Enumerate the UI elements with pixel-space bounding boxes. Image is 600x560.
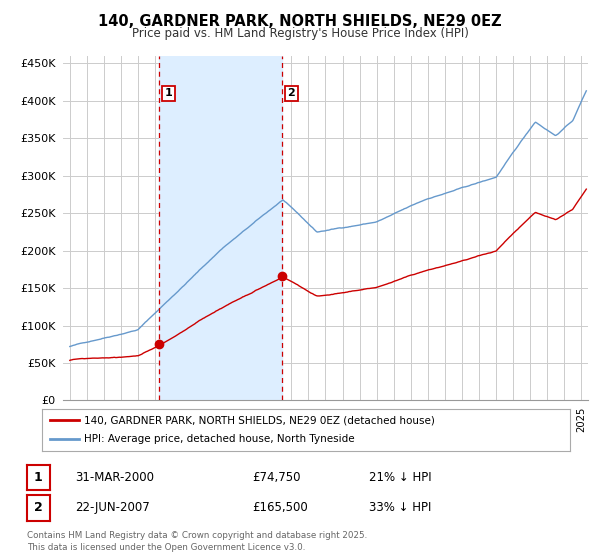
- Text: 1: 1: [164, 88, 172, 99]
- Text: Price paid vs. HM Land Registry's House Price Index (HPI): Price paid vs. HM Land Registry's House …: [131, 27, 469, 40]
- Bar: [160, 56, 283, 400]
- Text: 140, GARDNER PARK, NORTH SHIELDS, NE29 0EZ: 140, GARDNER PARK, NORTH SHIELDS, NE29 0…: [98, 14, 502, 29]
- Text: 31-MAR-2000: 31-MAR-2000: [75, 470, 154, 484]
- Text: 33% ↓ HPI: 33% ↓ HPI: [369, 501, 431, 515]
- Text: Contains HM Land Registry data © Crown copyright and database right 2025.
This d: Contains HM Land Registry data © Crown c…: [27, 531, 367, 552]
- Text: HPI: Average price, detached house, North Tyneside: HPI: Average price, detached house, Nort…: [84, 435, 355, 445]
- Text: 1: 1: [34, 470, 43, 484]
- Text: £165,500: £165,500: [252, 501, 308, 515]
- Text: 2: 2: [287, 88, 295, 99]
- Text: £74,750: £74,750: [252, 470, 301, 484]
- Text: 22-JUN-2007: 22-JUN-2007: [75, 501, 150, 515]
- Text: 21% ↓ HPI: 21% ↓ HPI: [369, 470, 431, 484]
- Text: 140, GARDNER PARK, NORTH SHIELDS, NE29 0EZ (detached house): 140, GARDNER PARK, NORTH SHIELDS, NE29 0…: [84, 415, 435, 425]
- Text: 2: 2: [34, 501, 43, 515]
